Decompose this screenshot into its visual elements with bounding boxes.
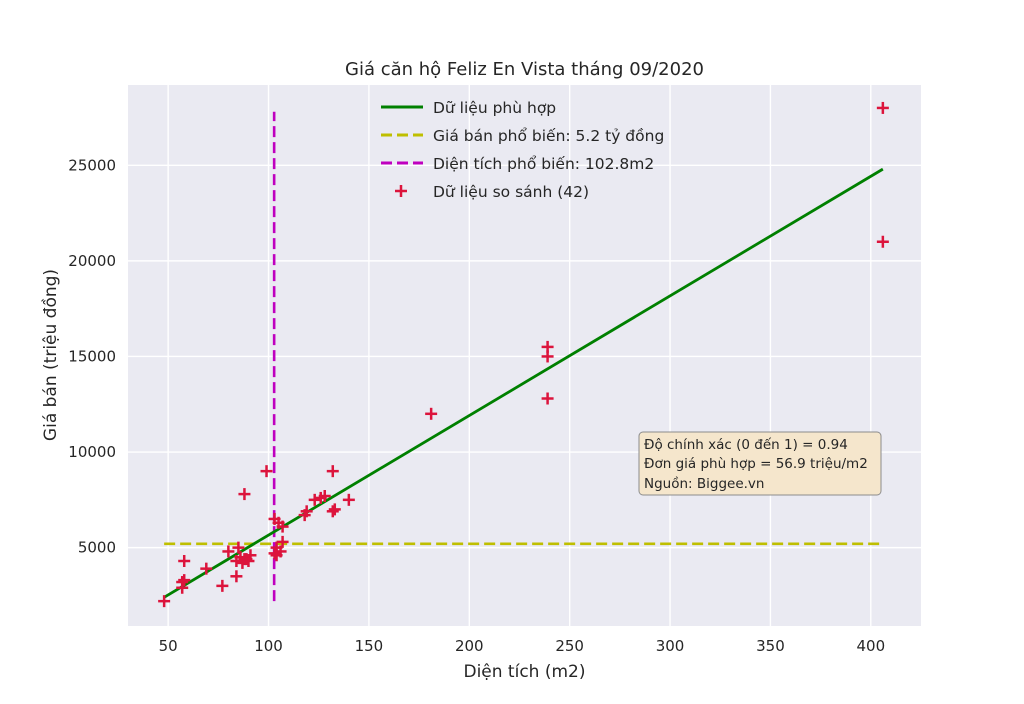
annotation-unit-price: Đơn giá phù hợp = 56.9 triệu/m2 <box>644 456 868 472</box>
data-point <box>274 545 287 558</box>
x-tick-label: 300 <box>656 637 685 655</box>
data-point <box>541 350 554 363</box>
data-point <box>222 545 235 558</box>
legend-fit-label: Dữ liệu phù hợp <box>433 99 556 117</box>
data-point <box>326 465 339 478</box>
data-point <box>876 235 889 248</box>
data-point <box>178 574 191 587</box>
data-point <box>244 549 257 562</box>
y-tick-label: 15000 <box>68 347 116 365</box>
annotation-background <box>638 431 882 496</box>
data-point <box>876 101 889 114</box>
annotation-box: Độ chính xác (0 đến 1) = 0.94 Đơn giá ph… <box>638 431 882 496</box>
data-point <box>178 555 191 568</box>
data-point <box>425 407 438 420</box>
x-tick-label: 200 <box>455 637 484 655</box>
data-point <box>230 570 243 583</box>
data-point <box>328 503 341 516</box>
data-point <box>541 392 554 405</box>
legend-area-label: Diện tích phổ biến: 102.8m2 <box>433 155 654 173</box>
data-point <box>326 505 339 518</box>
x-tick-label: 350 <box>756 637 785 655</box>
y-tick-label: 25000 <box>68 156 116 174</box>
data-point <box>318 490 331 503</box>
annotation-source: Nguồn: Biggee.vn <box>644 475 764 492</box>
data-point <box>300 505 313 518</box>
data-point <box>176 576 189 589</box>
y-tick-label: 20000 <box>68 252 116 270</box>
x-axis-label: Diện tích (m2) <box>463 662 585 682</box>
data-point <box>342 493 355 506</box>
x-tick-label: 400 <box>856 637 885 655</box>
y-tick-label: 5000 <box>78 539 116 557</box>
data-series <box>158 101 889 608</box>
x-tick-label: 250 <box>555 637 584 655</box>
x-tick-label: 50 <box>159 637 178 655</box>
x-tick-label: 150 <box>355 637 384 655</box>
y-tick-label: 10000 <box>68 443 116 461</box>
legend-points-label: Dữ liệu so sánh (42) <box>433 183 589 201</box>
data-point <box>232 541 245 554</box>
legend: Dữ liệu phù hợp Giá bán phổ biến: 5.2 tỷ… <box>381 99 664 201</box>
legend-price-label: Giá bán phổ biến: 5.2 tỷ đồng <box>433 127 664 145</box>
data-point <box>238 553 251 566</box>
x-tick-label: 100 <box>254 637 283 655</box>
data-point <box>238 488 251 501</box>
x-tick-labels: 50 100 150 200 250 300 350 400 <box>159 637 886 655</box>
data-point <box>260 465 273 478</box>
data-point <box>268 547 281 560</box>
annotation-accuracy: Độ chính xác (0 đến 1) = 0.94 <box>644 436 848 453</box>
data-point <box>276 535 289 548</box>
chart-title: Giá căn hộ Feliz En Vista tháng 09/2020 <box>345 59 704 80</box>
data-point <box>276 520 289 533</box>
y-axis-label: Giá bán (triệu đồng) <box>40 269 61 441</box>
data-point <box>158 595 171 608</box>
data-point <box>308 493 321 506</box>
plot-area <box>128 85 921 626</box>
data-point <box>216 579 229 592</box>
y-tick-labels: 5000 10000 15000 20000 25000 <box>68 156 116 556</box>
data-point <box>200 562 213 575</box>
legend-points-swatch <box>395 185 407 197</box>
